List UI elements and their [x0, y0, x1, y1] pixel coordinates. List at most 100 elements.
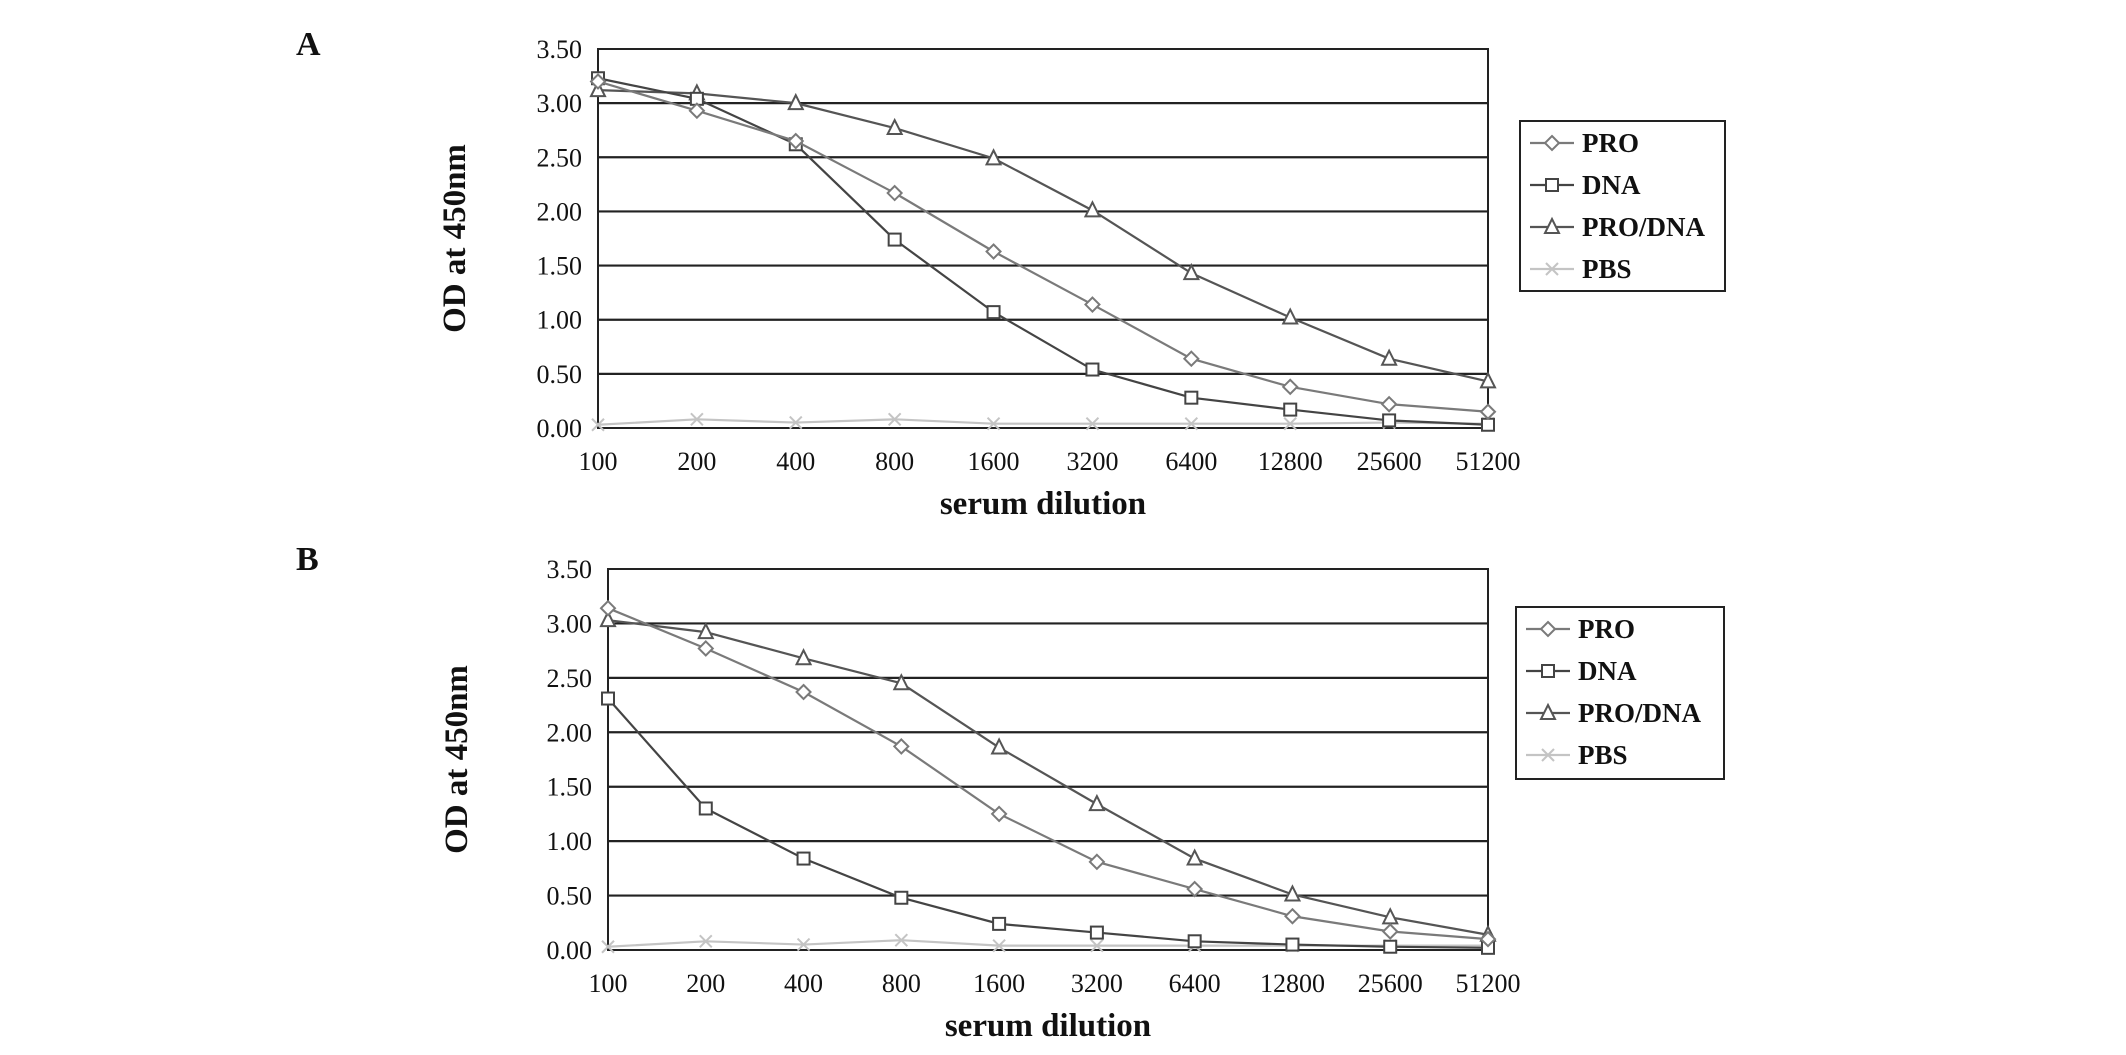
y-tick-label: 3.00 [547, 609, 593, 638]
data-point-dna [992, 916, 1007, 931]
data-point-pro [1186, 880, 1204, 898]
y-tick-label: 1.50 [547, 773, 593, 802]
series-line-pro-dna [607, 619, 1489, 936]
legend-label-dna: DNA [1582, 170, 1641, 200]
y-axis-title: OD at 450nm [437, 144, 473, 333]
legend-marker-pbs [1545, 262, 1559, 276]
legend-label-pbs: PBS [1578, 740, 1628, 770]
data-point-pro-dna [1281, 307, 1299, 325]
data-point-pbs [690, 412, 704, 427]
y-tick-label: 2.00 [537, 197, 583, 226]
data-point-pro-dna [1186, 848, 1204, 866]
x-tick-label: 51200 [1456, 969, 1521, 998]
y-tick-label: 1.00 [537, 306, 583, 335]
data-point-dna [887, 232, 902, 247]
legend-marker-dna [1545, 178, 1559, 192]
data-point-pbs [1184, 416, 1199, 431]
legend-marker-pro [1539, 620, 1557, 638]
x-tick-label: 25600 [1357, 447, 1422, 476]
data-point-pbs [601, 940, 615, 954]
legend-marker-pro [1543, 134, 1561, 152]
data-point-dna [1283, 402, 1298, 417]
y-tick-label: 2.00 [547, 718, 593, 747]
data-point-pro-dna [1283, 884, 1302, 902]
legend-marker-pro-dna [1543, 216, 1561, 234]
series-line-dna [597, 77, 1489, 426]
data-point-dna [894, 890, 909, 905]
plot-area [607, 568, 1489, 951]
data-point-pro [1479, 930, 1497, 948]
x-tick-label: 800 [875, 447, 914, 476]
x-tick-label: 400 [784, 969, 823, 998]
data-point-pro [1381, 923, 1399, 940]
data-point-dna [698, 801, 713, 816]
data-point-pro [892, 738, 910, 755]
data-point-pro [697, 640, 715, 657]
data-point-pro [990, 805, 1008, 823]
line-chart-a: 0.00 0.50 1.00 1.50 2.00 2.50 3.00 3.50 100 200 40… [437, 35, 1726, 522]
data-point-pro [1284, 907, 1301, 925]
data-point-dna [1187, 934, 1202, 949]
data-point-pro [1182, 350, 1200, 368]
legend-label-pro-dna: PRO/DNA [1578, 698, 1701, 728]
data-point-dna [1085, 362, 1100, 377]
data-point-pro-dna [794, 648, 813, 666]
x-tick-label: 800 [882, 969, 921, 998]
x-tick-label: 12800 [1258, 447, 1323, 476]
chart-panel-b: B 0.00 0.50 1.00 1.50 2.00 2.50 3.00 3.50 100 200… [0, 527, 2126, 1055]
x-tick-label: 6400 [1169, 969, 1221, 998]
data-point-pro [1281, 378, 1299, 396]
data-point-pro [795, 683, 812, 701]
data-point-dna [601, 691, 615, 706]
data-point-dna [1184, 390, 1199, 405]
line-chart-b: 0.00 0.50 1.00 1.50 2.00 2.50 3.00 3.50 100 200 40… [439, 555, 1725, 1044]
chart-panel-a: A 0.00 0.50 1.00 1.50 2.00 2.50 3.00 3.50 100 200… [0, 0, 2126, 527]
x-tick-label: 51200 [1456, 447, 1521, 476]
data-point-pbs [887, 412, 902, 427]
data-point-dna [1285, 937, 1300, 952]
data-point-pro-dna [1380, 348, 1398, 366]
data-point-pbs [992, 938, 1006, 953]
x-tick-label: 12800 [1260, 969, 1325, 998]
legend [1519, 120, 1726, 292]
plot-area [597, 48, 1489, 429]
data-point-pro [1479, 403, 1497, 421]
y-tick-label: 0.00 [547, 936, 593, 965]
y-tick-label: 3.50 [537, 35, 583, 64]
data-point-dna [1382, 413, 1397, 428]
series-line-pbs [597, 418, 1489, 426]
y-tick-label: 1.50 [537, 252, 583, 281]
data-point-pro-dna [599, 609, 617, 628]
x-tick-label: 100 [589, 969, 628, 998]
data-point-pro-dna [990, 737, 1008, 755]
x-tick-label: 6400 [1165, 447, 1217, 476]
data-point-pbs [1085, 416, 1100, 431]
legend [1515, 606, 1725, 780]
series-line-pro [597, 80, 1489, 413]
data-point-pbs [1283, 416, 1297, 431]
y-tick-label: 3.50 [547, 555, 593, 584]
legend-label-pro: PRO [1578, 614, 1635, 644]
data-point-pro [1380, 395, 1398, 413]
legend-marker-pbs [1541, 748, 1555, 762]
data-point-pro [688, 102, 706, 120]
series-line-dna [607, 697, 1489, 949]
data-point-pro-dna [892, 673, 910, 691]
series-line-pro [607, 607, 1489, 941]
y-tick-label: 1.00 [547, 827, 593, 856]
x-tick-label: 1600 [968, 447, 1020, 476]
x-tick-label: 200 [677, 447, 716, 476]
data-point-dna [796, 851, 811, 866]
legend-marker-pro-dna [1539, 702, 1557, 720]
x-tick-label: 200 [686, 969, 725, 998]
data-point-pro-dna [984, 148, 1003, 166]
panel-label-b: B [296, 541, 319, 578]
data-point-pbs [986, 416, 1001, 431]
data-point-pro [985, 243, 1002, 260]
panel-label-a: A [296, 26, 321, 63]
y-tick-label: 0.50 [547, 882, 593, 911]
data-point-pro-dna [1088, 793, 1106, 812]
legend-marker-dna [1541, 664, 1555, 678]
x-tick-label: 100 [579, 447, 618, 476]
data-point-pro-dna [1182, 262, 1200, 281]
